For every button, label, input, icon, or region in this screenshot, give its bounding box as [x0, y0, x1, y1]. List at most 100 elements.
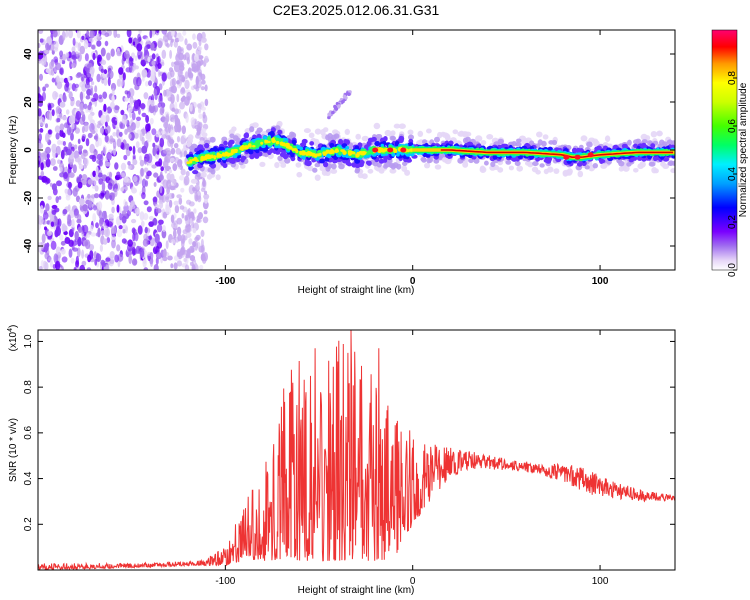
- noise-point: [84, 82, 91, 89]
- ridge-point: [420, 156, 427, 162]
- noise-point: [151, 71, 155, 82]
- noise-point: [180, 247, 185, 256]
- noise-point: [64, 237, 71, 244]
- noise-point: [93, 149, 98, 156]
- noise-point: [92, 213, 97, 223]
- noise-point: [59, 67, 64, 76]
- noise-point: [53, 40, 59, 50]
- noise-point: [137, 33, 142, 43]
- noise-point: [60, 248, 66, 255]
- ridge-point: [314, 128, 322, 135]
- noise-point: [176, 93, 180, 103]
- noise-point: [141, 178, 147, 188]
- ridge-point: [577, 170, 584, 178]
- noise-point: [79, 91, 84, 102]
- noise-point: [71, 62, 77, 69]
- noise-point: [97, 54, 102, 62]
- ridge-point: [280, 162, 287, 168]
- noise-point: [88, 199, 93, 208]
- noise-point: [41, 233, 46, 244]
- noise-point: [85, 138, 90, 147]
- noise-point: [62, 94, 67, 103]
- noise-point: [186, 91, 192, 101]
- noise-point: [168, 169, 173, 174]
- ridge-point: [362, 151, 367, 156]
- noise-point: [159, 137, 165, 148]
- noise-point: [162, 211, 168, 219]
- y-tick-label: 0.4: [23, 471, 34, 485]
- noise-point: [93, 193, 100, 199]
- ridge-point: [662, 157, 670, 162]
- noise-point: [158, 94, 163, 105]
- ridge-point: [201, 132, 208, 138]
- ridge-point: [215, 174, 221, 181]
- noise-point: [63, 171, 68, 179]
- noise-point: [98, 159, 104, 167]
- noise-point: [49, 61, 55, 70]
- noise-point: [175, 147, 181, 155]
- noise-point: [44, 261, 49, 270]
- ridge-point: [367, 168, 374, 174]
- ridge-point: [377, 149, 382, 154]
- noise-point: [99, 127, 104, 134]
- ridge-point: [396, 152, 400, 157]
- noise-point: [54, 125, 61, 133]
- noise-point: [40, 152, 45, 157]
- noise-point: [132, 246, 136, 256]
- ridge-point: [314, 162, 321, 168]
- ridge-point: [188, 145, 195, 151]
- ridge-point: [301, 152, 306, 155]
- noise-point: [38, 30, 44, 34]
- noise-point: [45, 203, 50, 212]
- ridge-point: [200, 158, 204, 162]
- ridge-band-red: [440, 149, 674, 158]
- noise-point: [103, 210, 107, 221]
- ridge-point: [277, 129, 283, 135]
- noise-point: [184, 224, 190, 233]
- colorbar-tick-label: 0.4: [727, 167, 738, 181]
- ridge-point: [313, 153, 318, 158]
- noise-point: [96, 73, 101, 83]
- noise-point: [65, 109, 70, 115]
- ridge-point: [553, 168, 560, 175]
- ridge-point: [323, 152, 328, 155]
- noise-point: [71, 122, 75, 130]
- noise-point: [136, 76, 142, 87]
- noise-point: [62, 132, 66, 138]
- noise-point: [139, 211, 145, 221]
- noise-point: [104, 161, 111, 167]
- ridge-point: [206, 174, 213, 180]
- ridge-point: [291, 139, 297, 145]
- noise-point: [123, 176, 129, 183]
- noise-point: [170, 214, 175, 224]
- ridge-point: [239, 146, 244, 151]
- noise-point: [110, 226, 117, 235]
- noise-point: [77, 214, 82, 222]
- noise-point: [79, 264, 86, 270]
- ridge-point: [259, 161, 266, 167]
- noise-point: [39, 38, 44, 43]
- x-tick-label: 100: [592, 576, 609, 587]
- noise-point: [81, 249, 85, 259]
- noise-point: [128, 205, 133, 212]
- ridge-point: [588, 137, 596, 143]
- noise-point: [173, 200, 179, 206]
- ridge-point: [319, 158, 325, 164]
- ridge-point: [189, 159, 193, 163]
- noise-point: [116, 171, 121, 177]
- noise-point: [135, 207, 140, 215]
- noise-point: [55, 75, 60, 84]
- noise-point: [83, 157, 89, 167]
- noise-point: [139, 155, 142, 162]
- ridge-point: [407, 129, 414, 135]
- noise-point: [114, 254, 119, 263]
- ridge-point: [345, 161, 351, 166]
- noise-point: [50, 240, 57, 250]
- ridge-point: [468, 158, 474, 164]
- colorbar-ticks: 0.00.20.40.60.8: [727, 71, 738, 277]
- noise-point: [116, 244, 121, 252]
- ridge-point: [586, 141, 593, 148]
- ridge-point: [390, 136, 397, 141]
- noise-point: [166, 179, 172, 184]
